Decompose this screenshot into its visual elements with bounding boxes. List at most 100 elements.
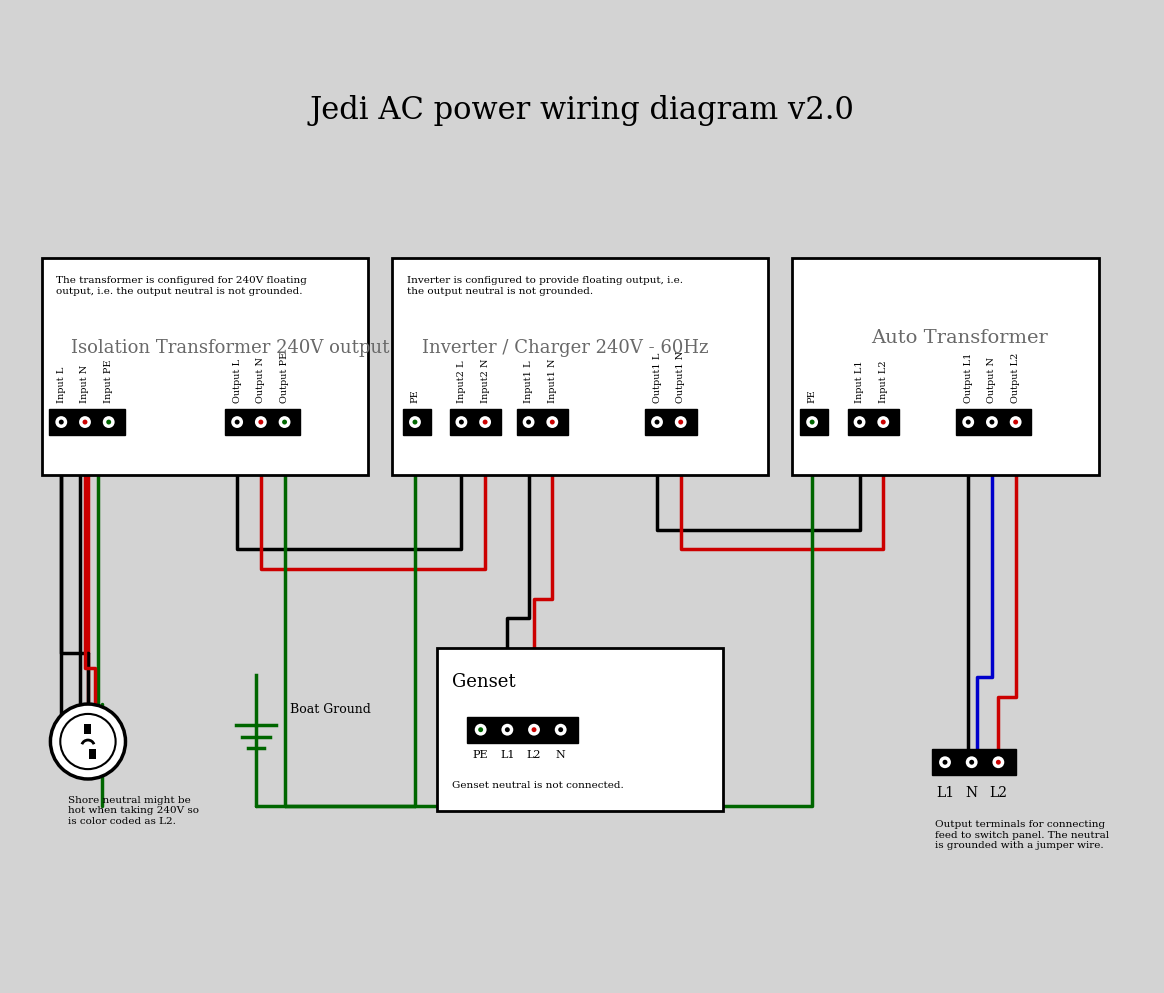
Text: Input1 N: Input1 N	[548, 358, 556, 403]
Text: Input2 L: Input2 L	[457, 360, 466, 403]
Circle shape	[480, 416, 491, 428]
Circle shape	[475, 724, 487, 736]
Bar	[436, 647, 723, 810]
Text: Input PE: Input PE	[105, 359, 113, 403]
Circle shape	[970, 760, 974, 765]
Bar	[793, 258, 1099, 476]
Circle shape	[276, 414, 293, 430]
Circle shape	[857, 420, 863, 425]
Circle shape	[803, 414, 821, 430]
Circle shape	[943, 760, 947, 765]
Bar	[84, 724, 91, 734]
Circle shape	[258, 420, 263, 425]
Text: Output PE: Output PE	[281, 353, 289, 403]
Circle shape	[459, 420, 464, 425]
Circle shape	[996, 760, 1001, 765]
Text: Input L: Input L	[57, 367, 66, 403]
Bar	[517, 409, 568, 435]
Text: Input L1: Input L1	[856, 360, 864, 403]
Bar	[88, 750, 95, 760]
Circle shape	[851, 414, 868, 430]
Bar	[392, 258, 768, 476]
Text: N: N	[556, 751, 566, 761]
Text: Shore neutral might be
hot when taking 240V so
is color coded as L2.: Shore neutral might be hot when taking 2…	[69, 795, 199, 825]
Bar	[42, 258, 368, 476]
Text: L1: L1	[936, 785, 954, 800]
Circle shape	[986, 416, 998, 428]
Circle shape	[526, 721, 542, 738]
Circle shape	[520, 414, 537, 430]
Circle shape	[453, 414, 470, 430]
Circle shape	[483, 420, 488, 425]
Circle shape	[253, 414, 269, 430]
Circle shape	[549, 420, 555, 425]
Circle shape	[477, 414, 494, 430]
Text: Input2 N: Input2 N	[481, 358, 490, 403]
Circle shape	[278, 416, 291, 428]
Circle shape	[853, 416, 866, 428]
Circle shape	[654, 420, 660, 425]
Circle shape	[409, 416, 421, 428]
Text: Output1 N: Output1 N	[676, 352, 686, 403]
Text: Genset neutral is not connected.: Genset neutral is not connected.	[452, 780, 623, 790]
Text: Boat Ground: Boat Ground	[291, 703, 371, 717]
Text: Inverter is configured to provide floating output, i.e.
the output neutral is no: Inverter is configured to provide floati…	[407, 276, 683, 296]
Circle shape	[232, 416, 243, 428]
Text: Inverter / Charger 240V - 60Hz: Inverter / Charger 240V - 60Hz	[421, 340, 709, 357]
Bar	[226, 409, 300, 435]
Circle shape	[83, 420, 87, 425]
Bar	[957, 409, 1031, 435]
Text: Output terminals for connecting
feed to switch panel. The neutral
is grounded wi: Output terminals for connecting feed to …	[935, 820, 1109, 850]
Circle shape	[939, 757, 951, 769]
Text: The transformer is configured for 240V floating
output, i.e. the output neutral : The transformer is configured for 240V f…	[56, 276, 307, 296]
Circle shape	[77, 414, 93, 430]
Circle shape	[59, 420, 64, 425]
Circle shape	[648, 414, 666, 430]
Bar	[403, 409, 431, 435]
Circle shape	[875, 414, 892, 430]
Circle shape	[984, 414, 1000, 430]
Circle shape	[50, 704, 126, 779]
Circle shape	[100, 414, 118, 430]
Text: PE: PE	[411, 389, 419, 403]
Circle shape	[544, 414, 561, 430]
Circle shape	[502, 724, 513, 736]
Circle shape	[412, 420, 418, 425]
Circle shape	[960, 414, 977, 430]
Circle shape	[499, 721, 516, 738]
Circle shape	[673, 414, 689, 430]
Circle shape	[1007, 414, 1024, 430]
Bar	[49, 409, 125, 435]
Text: L1: L1	[501, 751, 514, 761]
Circle shape	[528, 724, 540, 736]
Bar	[467, 717, 579, 743]
Circle shape	[473, 721, 489, 738]
Bar	[645, 409, 696, 435]
Text: Output1 L: Output1 L	[653, 353, 661, 403]
Circle shape	[963, 416, 974, 428]
Circle shape	[989, 420, 994, 425]
Circle shape	[523, 416, 534, 428]
Text: Output L2: Output L2	[1012, 353, 1020, 403]
Text: Input1 L: Input1 L	[524, 360, 533, 403]
Circle shape	[964, 754, 980, 771]
Text: N: N	[966, 785, 978, 800]
Text: Auto Transformer: Auto Transformer	[872, 330, 1048, 348]
Circle shape	[966, 420, 971, 425]
Bar	[449, 409, 501, 435]
Text: Input N: Input N	[80, 365, 90, 403]
Text: Isolation Transformer 240V output: Isolation Transformer 240V output	[71, 340, 390, 357]
Circle shape	[532, 727, 537, 732]
Circle shape	[546, 416, 559, 428]
Text: Input L2: Input L2	[879, 360, 888, 403]
Circle shape	[106, 420, 112, 425]
Text: Output L1: Output L1	[964, 353, 973, 403]
Circle shape	[675, 416, 687, 428]
Circle shape	[505, 727, 510, 732]
Circle shape	[993, 757, 1005, 769]
Circle shape	[56, 416, 68, 428]
Circle shape	[559, 727, 563, 732]
Circle shape	[552, 721, 569, 738]
Circle shape	[406, 414, 424, 430]
Text: L2: L2	[989, 785, 1007, 800]
